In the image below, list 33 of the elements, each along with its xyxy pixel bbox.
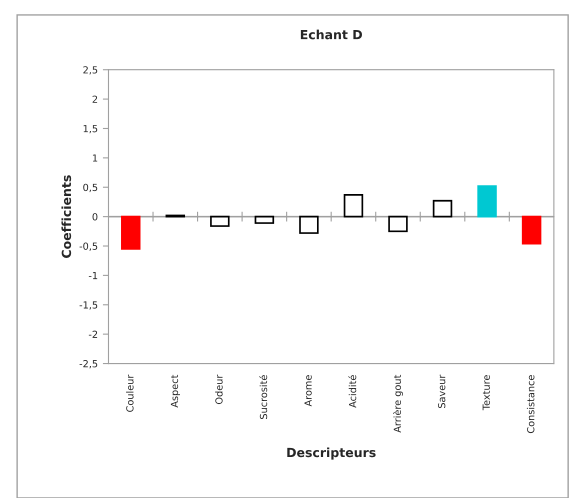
x-tick-label: Arrière gout: [393, 374, 403, 433]
bar: [477, 185, 497, 218]
y-tick-label: -0,5: [80, 242, 98, 251]
bar: [254, 216, 274, 224]
x-tick-label: Texture: [482, 375, 490, 410]
y-axis-title: Coefficients: [61, 175, 72, 258]
y-tick-label: 0,5: [83, 184, 98, 192]
y-tick-label: 2: [92, 96, 98, 103]
x-tick-label: Couleur: [126, 374, 134, 412]
x-axis-title: Descripteurs: [287, 448, 376, 460]
bar: [210, 216, 230, 227]
y-tick-label: -1,5: [80, 301, 98, 310]
bar: [388, 216, 408, 232]
y-tick-label: 2,5: [83, 66, 98, 75]
bar: [121, 216, 140, 250]
x-tick-label: Consistance: [526, 375, 534, 434]
bar: [432, 200, 452, 218]
y-tick-label: 1,5: [84, 125, 98, 134]
x-tick-label: Saveur: [438, 374, 446, 408]
x-tick-label: Aspect: [170, 374, 180, 408]
y-tick-label: -1: [88, 272, 98, 280]
bar: [522, 216, 542, 244]
bar: [299, 216, 319, 234]
bar: [344, 194, 364, 218]
y-tick-label: -2: [88, 330, 98, 338]
chart-title: Echant D: [300, 30, 362, 40]
x-tick-label: Sucrosité: [259, 375, 268, 419]
x-tick-label: Acidité: [348, 375, 356, 408]
y-tick-label: -2,5: [80, 360, 98, 368]
x-tick-label: Arome: [304, 375, 312, 406]
y-tick-label: 1: [92, 154, 98, 162]
x-tick-label: Odeur: [215, 374, 223, 404]
y-tick-label: 0: [92, 213, 98, 220]
